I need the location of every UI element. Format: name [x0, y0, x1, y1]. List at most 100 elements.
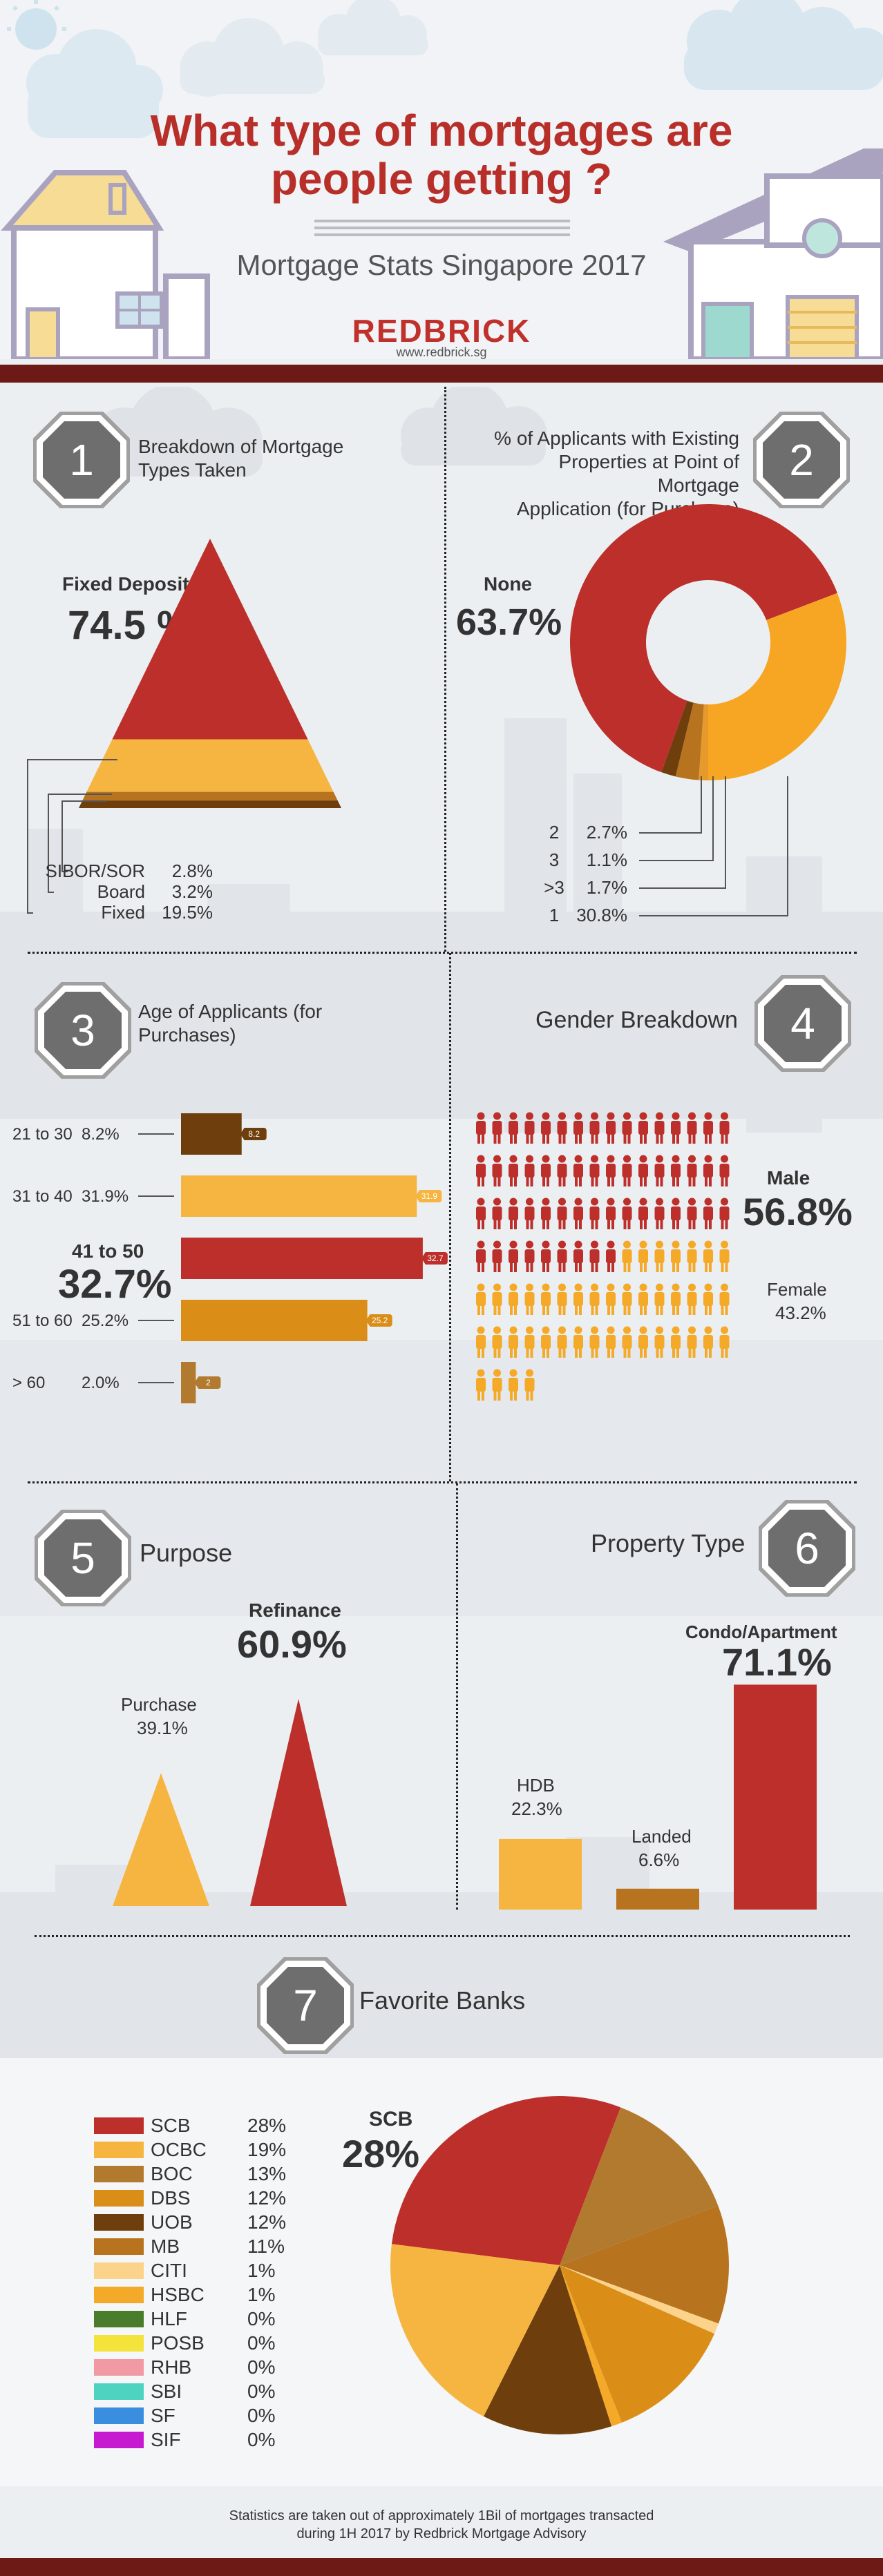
s3-highlight-value: 32.7% — [58, 1262, 172, 1307]
donut-leader-4 — [639, 776, 726, 889]
bank-legend-row: MB 11% — [94, 2234, 285, 2257]
bank-pie-slice-BOC — [560, 2107, 719, 2265]
bank-pie-slice-UOB — [483, 2265, 612, 2434]
age-value-0: 8.2% — [82, 1125, 120, 1144]
person-icon-male — [524, 1155, 535, 1186]
female-value: 43.2% — [775, 1303, 826, 1323]
person-icon-male — [671, 1112, 681, 1144]
legend-bank-name: SBI — [151, 2380, 182, 2402]
person-icon-male — [557, 1198, 567, 1229]
person-icon-male — [687, 1112, 697, 1144]
pyramid-leader-2 — [48, 794, 112, 893]
age-label-1: 31 to 40 — [12, 1187, 73, 1206]
s7-highlight-label: SCB — [369, 2108, 413, 2131]
legend-bank-name: SIF — [151, 2428, 181, 2450]
purpose-chart — [113, 1698, 347, 1906]
person-icon-female — [671, 1283, 681, 1315]
pyramid-label-3: SIBOR/SOR — [46, 861, 145, 881]
section-5-title: Purpose — [140, 1539, 233, 1567]
person-icon-female — [589, 1326, 600, 1358]
svg-text:7: 7 — [293, 1981, 318, 2030]
legend-swatch — [94, 2238, 144, 2255]
person-icon-male — [589, 1155, 600, 1186]
property-bar-1 — [616, 1888, 699, 1910]
pyramid-segment-1 — [86, 739, 334, 792]
svg-text:3: 3 — [70, 1006, 95, 1055]
hdb-value: 22.3% — [511, 1798, 562, 1819]
pyramid-chart: SIBOR/SOR 2.8% Board 3.2% Fixed 19.5% — [27, 539, 341, 923]
section-1-title: Breakdown of Mortgage Types Taken — [138, 436, 344, 481]
bank-legend-row: SF 0% — [94, 2403, 275, 2426]
person-icon-female — [703, 1283, 713, 1315]
legend-swatch — [94, 2407, 144, 2424]
section-6-title: Property Type — [591, 1529, 746, 1557]
header-art — [1, 0, 883, 359]
bank-pie-slice-OCBC — [390, 2244, 560, 2416]
legend-bank-value: 1% — [247, 2259, 276, 2281]
person-icon-female — [573, 1283, 583, 1315]
person-icon-male — [492, 1112, 502, 1144]
person-icon-female — [557, 1326, 567, 1358]
donut-slice-2 — [675, 702, 704, 780]
person-icon-female — [687, 1283, 697, 1315]
section-6-badge: 6 — [759, 1500, 855, 1597]
donut-slice-4 — [661, 700, 694, 777]
person-icon-male — [719, 1155, 730, 1186]
legend-bank-name: CITI — [151, 2259, 187, 2281]
person-icon-male — [492, 1155, 502, 1186]
legend-bank-name: POSB — [151, 2332, 205, 2354]
person-icon-female — [703, 1240, 713, 1272]
bank-legend-row: UOB 12% — [94, 2210, 286, 2233]
person-icon-female — [524, 1283, 535, 1315]
person-icon-female — [492, 1283, 502, 1315]
bank-pie-slice-HSBC — [560, 2265, 623, 2427]
person-icon-male — [622, 1155, 632, 1186]
person-icon-female — [703, 1326, 713, 1358]
age-tag-text-1: 31.9 — [421, 1191, 438, 1201]
bank-pie-slice-SCB — [391, 2096, 621, 2265]
person-icon-male — [606, 1198, 616, 1229]
section-4-badge: 4 — [754, 975, 851, 1072]
person-icon-male — [638, 1155, 648, 1186]
person-icon-female — [606, 1283, 616, 1315]
person-icon-female — [541, 1283, 551, 1315]
person-icon-male — [703, 1198, 713, 1229]
age-tag-text-2: 32.7 — [427, 1253, 444, 1263]
legend-bank-value: 0% — [247, 2380, 276, 2402]
donut-slice-0 — [570, 504, 837, 773]
person-icon-female — [492, 1369, 502, 1401]
bank-pie-slice-MB — [560, 2205, 729, 2324]
legend-bank-value: 1% — [247, 2283, 276, 2305]
person-icon-male — [719, 1198, 730, 1229]
bank-legend-row: RHB 0% — [94, 2355, 275, 2378]
person-icon-male — [557, 1155, 567, 1186]
person-icon-female — [622, 1240, 632, 1272]
donut-slice-1 — [708, 593, 846, 780]
age-value-3: 25.2% — [82, 1311, 129, 1330]
condo-label: Condo/Apartment — [685, 1622, 837, 1642]
person-icon-male — [654, 1198, 665, 1229]
svg-text:2: 2 — [789, 435, 814, 485]
person-icon-male — [606, 1112, 616, 1144]
age-tag-3 — [365, 1314, 392, 1327]
person-icon-female — [509, 1369, 518, 1401]
bank-legend-row: CITI 1% — [94, 2258, 276, 2281]
age-bar-2 — [181, 1238, 423, 1279]
hdb-label: HDB — [517, 1775, 555, 1796]
person-icon-male — [509, 1155, 518, 1186]
divider-dots — [314, 220, 570, 236]
person-icon-male — [541, 1112, 551, 1144]
person-icon-female — [719, 1326, 730, 1358]
age-value-1: 31.9% — [82, 1187, 129, 1206]
section-3-badge: 3 — [35, 982, 131, 1079]
age-bar-1 — [181, 1175, 417, 1217]
legend-swatch — [94, 2383, 144, 2400]
person-icon-female — [638, 1240, 648, 1272]
person-icon-female — [654, 1283, 665, 1315]
male-label: Male — [767, 1167, 810, 1189]
age-label-0: 21 to 30 — [12, 1125, 73, 1144]
person-icon-male — [509, 1240, 518, 1272]
divider-horizontal-1 — [28, 952, 857, 954]
legend-bank-name: HLF — [151, 2307, 187, 2329]
person-icon-female — [476, 1369, 486, 1401]
